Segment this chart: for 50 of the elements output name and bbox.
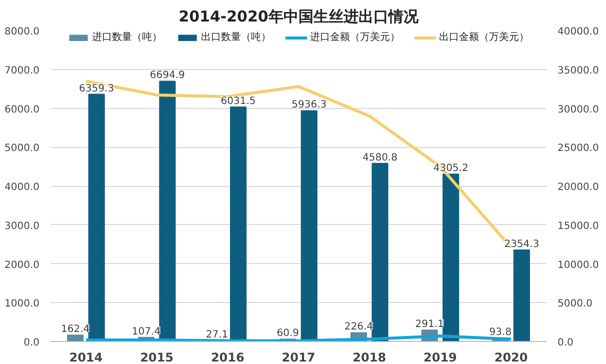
data-label: 27.1 bbox=[206, 329, 228, 340]
bar bbox=[442, 174, 460, 342]
data-label: 107.4 bbox=[132, 326, 160, 338]
y2-tick-label: 35000.0 bbox=[558, 65, 599, 76]
y-tick-label: 3000.0 bbox=[4, 220, 40, 232]
data-label: 291.1 bbox=[415, 319, 444, 330]
y-tick-label: 4000.0 bbox=[4, 182, 40, 193]
legend-label: 出口数量（吨） bbox=[201, 30, 271, 44]
x-tick-label: 2018 bbox=[352, 350, 386, 364]
bar bbox=[300, 110, 318, 342]
data-label: 6031.5 bbox=[220, 96, 256, 108]
y2-tick-label: 10000.0 bbox=[558, 260, 599, 271]
y-tick-label: 5000.0 bbox=[4, 143, 40, 154]
x-tick-label: 2014 bbox=[69, 350, 103, 364]
y-tick-label: 1000.0 bbox=[4, 298, 40, 310]
y2-tick-label: 5000.0 bbox=[558, 298, 592, 310]
data-label: 162.4 bbox=[60, 324, 90, 336]
x-tick-label: 2015 bbox=[140, 350, 174, 364]
y2-tick-label: 20000.0 bbox=[558, 182, 599, 193]
x-tick-label: 2017 bbox=[282, 350, 316, 364]
y-tick-label: 8000.0 bbox=[4, 26, 40, 38]
data-label: 6694.9 bbox=[150, 70, 185, 82]
bar bbox=[230, 106, 247, 342]
legend-label: 进口金额（万美元） bbox=[310, 30, 400, 44]
x-tick-label: 2020 bbox=[494, 350, 528, 364]
y-tick-label: 6000.0 bbox=[4, 104, 40, 116]
legend-label: 进口数量（吨） bbox=[92, 30, 162, 44]
x-tick-label: 2019 bbox=[424, 350, 457, 364]
bar bbox=[513, 249, 530, 342]
chart-title: 2014-2020年中国生丝进出口情况 bbox=[178, 8, 420, 26]
y-tick-label: 0.0 bbox=[24, 338, 40, 348]
data-label: 4580.8 bbox=[362, 152, 398, 164]
data-label: 4305.2 bbox=[433, 163, 468, 174]
data-label: 5936.3 bbox=[292, 100, 327, 111]
y2-tick-label: 0.0 bbox=[558, 338, 574, 348]
y2-tick-label: 40000.0 bbox=[558, 26, 599, 38]
y-tick-label: 2000.0 bbox=[4, 260, 40, 271]
data-label: 93.8 bbox=[489, 326, 512, 338]
data-label: 226.4 bbox=[344, 322, 374, 333]
y2-tick-label: 15000.0 bbox=[558, 220, 599, 232]
legend-label: 出口金额（万美元） bbox=[439, 30, 529, 44]
data-label: 60.9 bbox=[276, 328, 300, 340]
data-label: 2354.3 bbox=[504, 238, 540, 250]
data-label: 6359.3 bbox=[79, 83, 114, 94]
bar bbox=[372, 162, 388, 342]
y-tick-label: 7000.0 bbox=[4, 65, 40, 76]
x-tick-label: 2016 bbox=[210, 350, 244, 364]
bar bbox=[67, 334, 84, 342]
y2-tick-label: 25000.0 bbox=[558, 143, 599, 154]
y2-tick-label: 30000.0 bbox=[558, 104, 599, 116]
